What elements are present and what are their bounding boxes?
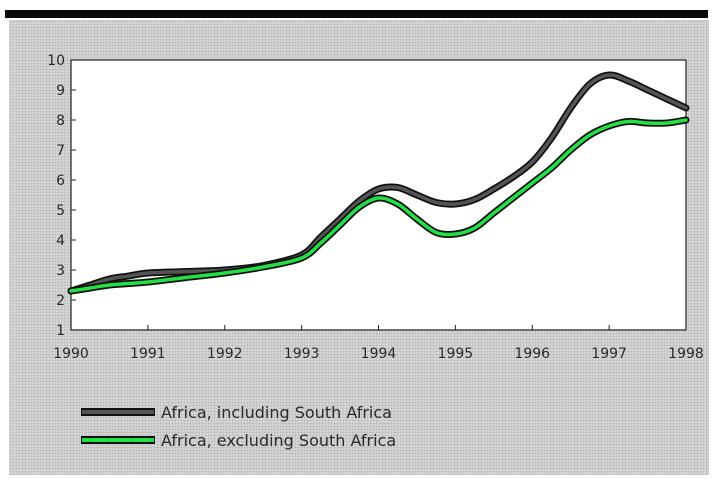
y-tick-label: 2 <box>56 293 65 309</box>
y-tick-label: 6 <box>56 173 65 189</box>
y-tick-label: 4 <box>56 233 65 249</box>
tick-labels: 1 2 3 4 5 6 7 8 9 10 1990 1991 1992 1993 1994 1995 1996 1… <box>47 53 704 362</box>
series-lines <box>67 71 690 295</box>
line-chart: 1 2 3 4 5 6 7 8 9 10 1990 1991 1992 1993 1994 1995 1996 1… <box>47 53 704 450</box>
x-tick-label: 1994 <box>361 346 397 362</box>
y-tick-label: 3 <box>56 263 65 279</box>
y-tick-label: 8 <box>56 113 65 129</box>
x-tick-label: 1990 <box>53 346 89 362</box>
y-tick-label: 7 <box>56 143 65 159</box>
series-line-1 <box>69 73 688 293</box>
x-tick-label: 1998 <box>668 346 704 362</box>
x-tick-label: 1996 <box>514 346 550 362</box>
x-tick-label: 1997 <box>591 346 627 362</box>
x-tick-label: 1993 <box>284 346 320 362</box>
x-tick-label: 1992 <box>207 346 243 362</box>
y-tick-label: 5 <box>56 203 65 219</box>
y-tick-label: 9 <box>56 83 65 99</box>
legend-label-1: Africa, including South Africa <box>161 403 392 422</box>
y-tick-label: 10 <box>47 53 65 69</box>
x-tick-label: 1995 <box>438 346 474 362</box>
series-line-2 <box>69 118 688 293</box>
y-tick-label: 1 <box>56 323 65 339</box>
x-tick-label: 1991 <box>130 346 166 362</box>
legend-label-2: Africa, excluding South Africa <box>161 431 396 450</box>
chart-panel: 1 2 3 4 5 6 7 8 9 10 1990 1991 1992 1993 1994 1995 1996 1… <box>9 20 709 475</box>
top-border-bar <box>5 10 708 18</box>
legend: Africa, including South Africa Africa, ex… <box>81 403 396 450</box>
